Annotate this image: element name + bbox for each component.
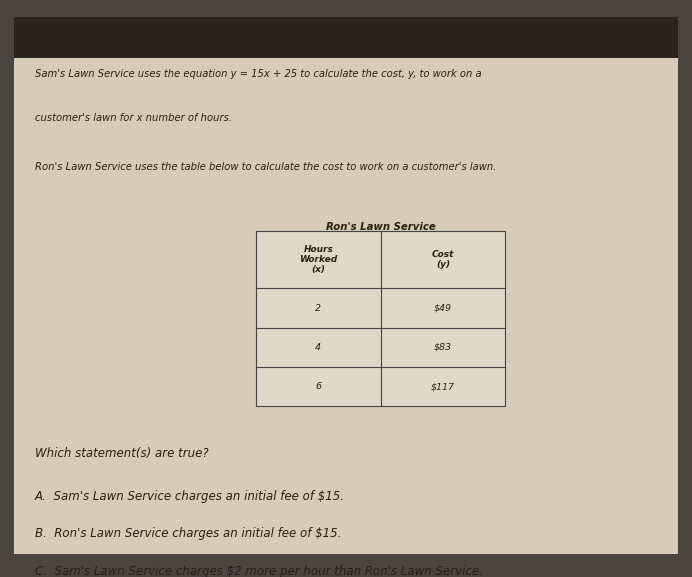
Text: 2: 2: [316, 304, 321, 313]
Text: Ron's Lawn Service: Ron's Lawn Service: [326, 222, 435, 232]
Bar: [14, 17, 678, 58]
Text: $83: $83: [434, 343, 452, 352]
Text: $117: $117: [431, 382, 455, 391]
Bar: [256, 231, 505, 406]
Text: customer's lawn for x number of hours.: customer's lawn for x number of hours.: [35, 113, 232, 122]
Text: 4: 4: [316, 343, 321, 352]
Text: B.  Ron's Lawn Service charges an initial fee of $15.: B. Ron's Lawn Service charges an initial…: [35, 527, 341, 541]
Text: Hours
Worked
(x): Hours Worked (x): [299, 245, 338, 274]
Text: C.  Sam's Lawn Service charges $2 more per hour than Ron's Lawn Service.: C. Sam's Lawn Service charges $2 more pe…: [35, 565, 482, 577]
Text: A.  Sam's Lawn Service charges an initial fee of $15.: A. Sam's Lawn Service charges an initial…: [35, 490, 345, 503]
Text: Which statement(s) are true?: Which statement(s) are true?: [35, 447, 208, 460]
Text: 6: 6: [316, 382, 321, 391]
Text: $49: $49: [434, 304, 452, 313]
Text: Cost
(y): Cost (y): [432, 250, 454, 269]
Text: Ron's Lawn Service uses the table below to calculate the cost to work on a custo: Ron's Lawn Service uses the table below …: [35, 162, 496, 171]
Text: Sam's Lawn Service uses the equation y = 15x + 25 to calculate the cost, y, to w: Sam's Lawn Service uses the equation y =…: [35, 69, 481, 79]
